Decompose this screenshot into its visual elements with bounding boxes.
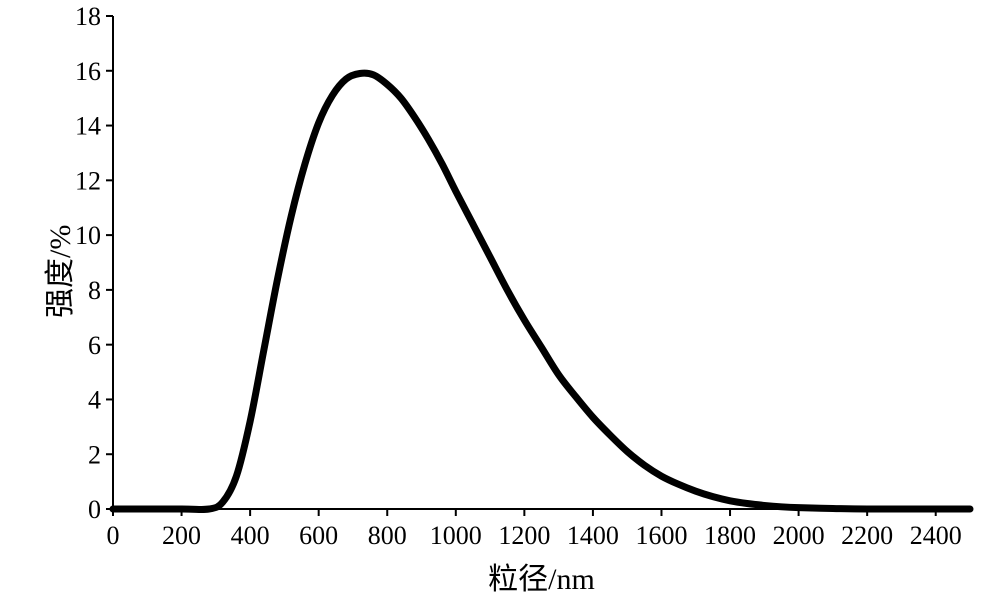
x-axis-label: 粒径/nm bbox=[442, 554, 642, 598]
x-tick-label: 2000 bbox=[773, 521, 825, 550]
y-tick-label: 14 bbox=[75, 112, 101, 141]
x-tick-label: 1600 bbox=[635, 521, 687, 550]
particle-size-chart: 0 200 400 600 800 1000 1200 1400 1600 1800 2000 220… bbox=[0, 0, 1000, 597]
x-tick-label: 600 bbox=[299, 521, 338, 550]
x-tick-label: 0 bbox=[107, 521, 120, 550]
x-tick-label: 1200 bbox=[498, 521, 550, 550]
y-tick-label: 0 bbox=[88, 495, 101, 524]
y-tick-label: 4 bbox=[88, 386, 101, 415]
y-tick-label: 12 bbox=[75, 166, 101, 195]
x-tick-label: 200 bbox=[162, 521, 201, 550]
y-axis-label: 强度/% bbox=[35, 224, 79, 317]
y-tick-label: 18 bbox=[75, 2, 101, 31]
distribution-curve bbox=[113, 73, 970, 509]
y-tick-label: 8 bbox=[88, 276, 101, 305]
x-tick-label: 1800 bbox=[704, 521, 756, 550]
x-tick-label: 1400 bbox=[567, 521, 619, 550]
y-tick-label: 6 bbox=[88, 331, 101, 360]
y-tick-label: 16 bbox=[75, 57, 101, 86]
x-tick-label: 400 bbox=[231, 521, 270, 550]
y-tick-label: 2 bbox=[88, 440, 101, 469]
chart-svg: 0 200 400 600 800 1000 1200 1400 1600 1800 2000 220… bbox=[0, 0, 1000, 597]
x-tick-label: 2400 bbox=[910, 521, 962, 550]
x-tick-label: 1000 bbox=[430, 521, 482, 550]
x-tick-label: 2200 bbox=[841, 521, 893, 550]
x-tick-label: 800 bbox=[368, 521, 407, 550]
